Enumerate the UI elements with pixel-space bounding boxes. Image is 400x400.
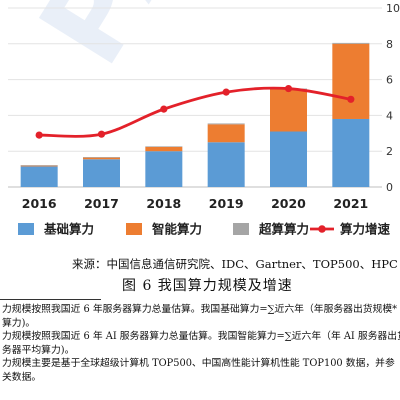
footnote-line: 算力)。 xyxy=(2,317,36,329)
x-tick-label: 2018 xyxy=(146,196,181,211)
footnotes: 力规模按照我国近 6 年服务器算力总量估算。我国基础算力=∑近六年（年服务器出货… xyxy=(2,303,400,385)
growth-line xyxy=(35,84,355,139)
bar-segment xyxy=(332,118,370,187)
x-tick-label: 2019 xyxy=(209,196,244,211)
footnote-line: 力规模按照我国近 6 年 AI 服务器算力总量估算。我国智能算力=∑近六年（年 … xyxy=(2,331,400,343)
bar-segment xyxy=(20,166,58,187)
growth-point xyxy=(97,130,106,138)
footnote-line: 务器平均算力)。 xyxy=(2,344,75,356)
y-tick-label: 6 xyxy=(386,74,393,87)
y-tick-label: 10 xyxy=(386,2,400,15)
growth-point xyxy=(160,105,168,113)
legend-swatch xyxy=(126,223,142,235)
growth-point xyxy=(284,84,293,93)
bar-segment xyxy=(332,42,370,44)
x-tick-label: 2016 xyxy=(22,196,57,211)
y-tick-label: 8 xyxy=(386,38,393,51)
bar-segment xyxy=(332,43,370,119)
chart: 0 2 4 6 8 10 2016 2017 2018 2019 2020 2021 基础算力 智能算力… xyxy=(8,2,400,237)
x-tick-label: 2017 xyxy=(84,196,119,211)
y-tick-label: 4 xyxy=(386,109,393,122)
legend: 基础算力 智能算力 超算算力 算力增速 xyxy=(18,222,391,237)
bar-segment xyxy=(145,146,183,147)
footnote-line: 力规模按照我国近 6 年服务器算力总量估算。我国基础算力=∑近六年（年服务器出货… xyxy=(2,304,398,315)
growth-point xyxy=(35,131,43,139)
footnote-divider xyxy=(0,299,101,300)
bar-segment xyxy=(20,165,58,166)
x-tick-label: 2021 xyxy=(333,196,368,211)
legend-marker xyxy=(318,225,326,233)
y-tick-label: 2 xyxy=(386,145,393,158)
growth-point xyxy=(347,95,355,103)
legend-label: 算力增速 xyxy=(340,222,391,237)
footnote-line: 关数据。 xyxy=(2,371,42,383)
bar-segment xyxy=(20,165,58,167)
legend-label: 智能算力 xyxy=(151,222,202,237)
bar-segment xyxy=(270,131,307,187)
bar-segment xyxy=(270,89,307,132)
gridlines xyxy=(8,7,382,188)
bar-segment xyxy=(145,151,183,187)
legend-swatch xyxy=(233,223,249,235)
bar-segment xyxy=(83,157,120,158)
bar-segment xyxy=(83,159,120,187)
legend-label: 基础算力 xyxy=(43,222,94,237)
bar-segment xyxy=(83,157,120,160)
footnote-line: 力规模主要是基于全球超级计算机 TOP500、中国高性能计算机性能 TOP100… xyxy=(2,358,395,370)
bar-segment xyxy=(145,146,183,152)
source-note: 来源：中国信息通信研究院、IDC、Gartner、TOP500、HPC xyxy=(72,257,398,271)
bar-segment xyxy=(207,123,245,125)
bar-segment xyxy=(207,124,245,143)
x-tick-label: 2020 xyxy=(271,196,306,211)
y-tick-label: 0 xyxy=(386,181,393,194)
legend-swatch xyxy=(18,223,34,235)
axis: 0 2 4 6 8 10 2016 2017 2018 2019 2020 2021 xyxy=(22,2,400,211)
growth-point xyxy=(222,88,230,96)
bar-segment xyxy=(207,142,245,187)
legend-label: 超算算力 xyxy=(258,222,309,237)
bars xyxy=(20,42,370,187)
figure-caption: 图 6 我国算力规模及增速 xyxy=(122,278,293,294)
